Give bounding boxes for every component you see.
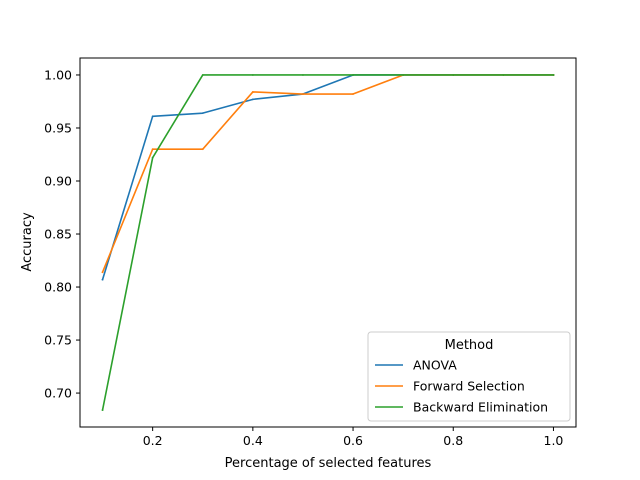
x-tick-label: 0.8 bbox=[443, 433, 463, 448]
series-layer bbox=[101, 74, 555, 411]
data-point bbox=[502, 74, 505, 76]
series-line-1 bbox=[101, 74, 555, 274]
data-point bbox=[201, 112, 204, 115]
x-tick-label: 0.4 bbox=[243, 433, 263, 448]
data-point bbox=[452, 74, 455, 76]
data-point bbox=[251, 74, 254, 76]
legend-label: ANOVA bbox=[413, 358, 457, 373]
data-point bbox=[552, 74, 555, 76]
x-axis-ticks: 0.2 0.4 0.6 0.8 1.0 bbox=[143, 427, 564, 448]
y-tick-label: 1.00 bbox=[44, 67, 72, 82]
data-point bbox=[251, 91, 254, 93]
y-axis-label: Accuracy bbox=[20, 212, 35, 272]
x-tick-label: 1.0 bbox=[544, 433, 564, 448]
data-point bbox=[352, 93, 354, 95]
x-axis-label: Percentage of selected features bbox=[225, 456, 432, 471]
y-tick-label: 0.95 bbox=[44, 120, 72, 135]
plot-frame bbox=[79, 57, 577, 428]
data-point bbox=[101, 409, 104, 411]
data-point bbox=[151, 115, 154, 118]
data-point bbox=[101, 271, 104, 274]
data-point bbox=[201, 148, 204, 151]
y-axis-ticks: 0.70 0.75 0.80 0.85 0.90 0.95 1.00 bbox=[44, 67, 80, 401]
x-tick-label: 0.6 bbox=[343, 433, 363, 448]
data-point bbox=[352, 74, 354, 76]
series-line-0 bbox=[101, 74, 555, 281]
y-tick-label: 0.75 bbox=[44, 333, 72, 348]
legend-title: Method bbox=[445, 338, 494, 353]
data-point bbox=[151, 148, 154, 151]
data-point bbox=[302, 93, 304, 95]
legend-label: Backward Elimination bbox=[413, 400, 548, 415]
legend-entries: ANOVA Forward Selection Backward Eliminati… bbox=[375, 358, 548, 415]
data-point bbox=[402, 74, 405, 76]
data-point bbox=[151, 156, 154, 159]
legend-label: Forward Selection bbox=[413, 379, 525, 394]
y-tick-label: 0.90 bbox=[44, 174, 72, 189]
legend: Method ANOVA Forward Selection Backward El… bbox=[367, 331, 571, 422]
series-line-2 bbox=[101, 74, 555, 411]
data-point bbox=[201, 74, 204, 76]
legend-box bbox=[367, 331, 571, 422]
y-tick-label: 0.85 bbox=[44, 227, 72, 242]
y-tick-label: 0.70 bbox=[44, 386, 72, 401]
x-tick-label: 0.2 bbox=[143, 433, 163, 448]
data-point bbox=[251, 98, 254, 101]
data-point bbox=[302, 74, 304, 76]
y-tick-label: 0.80 bbox=[44, 280, 72, 295]
data-point bbox=[101, 278, 104, 281]
